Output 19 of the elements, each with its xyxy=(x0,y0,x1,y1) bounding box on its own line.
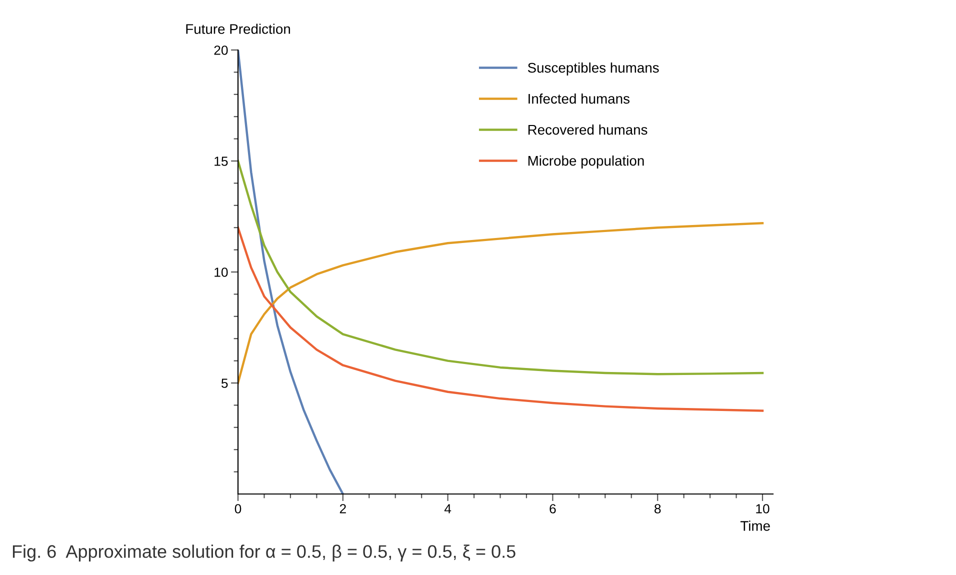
y-tick-label: 15 xyxy=(214,156,228,166)
legend-label: Microbe population xyxy=(528,156,644,168)
y-tick-label: 5 xyxy=(221,378,228,388)
y-tick-label: 10 xyxy=(214,268,228,277)
line-series xyxy=(238,226,764,412)
line-series xyxy=(238,222,764,384)
x-tick-label: 2 xyxy=(340,504,346,514)
x-tick-label: 4 xyxy=(444,504,452,514)
legend-label: Susceptibles humans xyxy=(528,62,659,76)
x-axis-title: Time xyxy=(740,520,770,531)
x-tick-label: 0 xyxy=(234,504,242,514)
y-tick-label: 20 xyxy=(214,46,228,55)
x-tick-label: 8 xyxy=(654,504,661,514)
y-axis-title: Future Prediction xyxy=(186,24,290,34)
legend-label: Infected humans xyxy=(528,94,630,104)
x-tick-label: 6 xyxy=(550,504,556,514)
legend-label: Recovered humans xyxy=(528,124,648,135)
caption: Fig. 6 Approximate solution for α = 0.5, β = 0.5, γ = 0.5, ξ = 0.5 xyxy=(12,544,516,562)
x-tick-label: 10 xyxy=(756,504,770,514)
